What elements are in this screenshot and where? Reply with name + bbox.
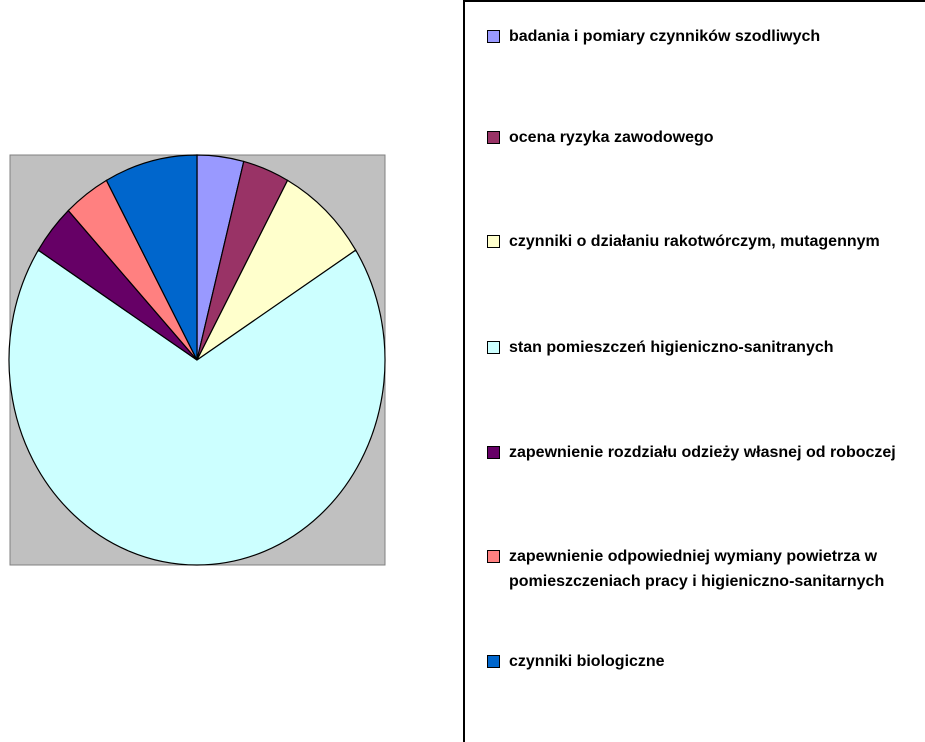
legend-item: badania i pomiary czynników szodliwych: [487, 24, 919, 49]
legend-swatch: [487, 235, 500, 248]
legend-swatch: [487, 131, 500, 144]
chart: [8, 154, 386, 566]
pie-slice: [105, 154, 198, 361]
legend-label: zapewnienie rozdziału odzieży własnej od…: [509, 444, 896, 461]
legend-swatch: [487, 30, 500, 43]
legend-label: ocena ryzyka zawodowego: [509, 129, 714, 146]
legend: badania i pomiary czynników szodliwych oc…: [463, 0, 925, 742]
legend-label: czynniki o działaniu rakotwórczym, mutag…: [509, 233, 880, 250]
legend-swatch: [487, 446, 500, 459]
legend-swatch: [487, 655, 500, 668]
legend-item: czynniki biologiczne: [487, 649, 919, 674]
legend-item: zapewnienie rozdziału odzieży własnej od…: [487, 440, 919, 465]
legend-label: stan pomieszczeń higieniczno-sanitranych: [509, 339, 834, 356]
legend-item: stan pomieszczeń higieniczno-sanitranych: [487, 335, 919, 360]
legend-item: czynniki o działaniu rakotwórczym, mutag…: [487, 229, 919, 254]
legend-label: badania i pomiary czynników szodliwych: [509, 28, 821, 45]
legend-item: ocena ryzyka zawodowego: [487, 125, 919, 150]
legend-label: zapewnienie odpowiedniej wymiany powietr…: [509, 548, 885, 590]
legend-swatch: [487, 341, 500, 354]
legend-label: czynniki biologiczne: [509, 653, 665, 670]
pie-slice: [196, 179, 357, 361]
legend-swatch: [487, 550, 500, 563]
pie-slice: [8, 249, 386, 566]
legend-item: zapewnienie odpowiedniej wymiany powietr…: [487, 544, 919, 594]
